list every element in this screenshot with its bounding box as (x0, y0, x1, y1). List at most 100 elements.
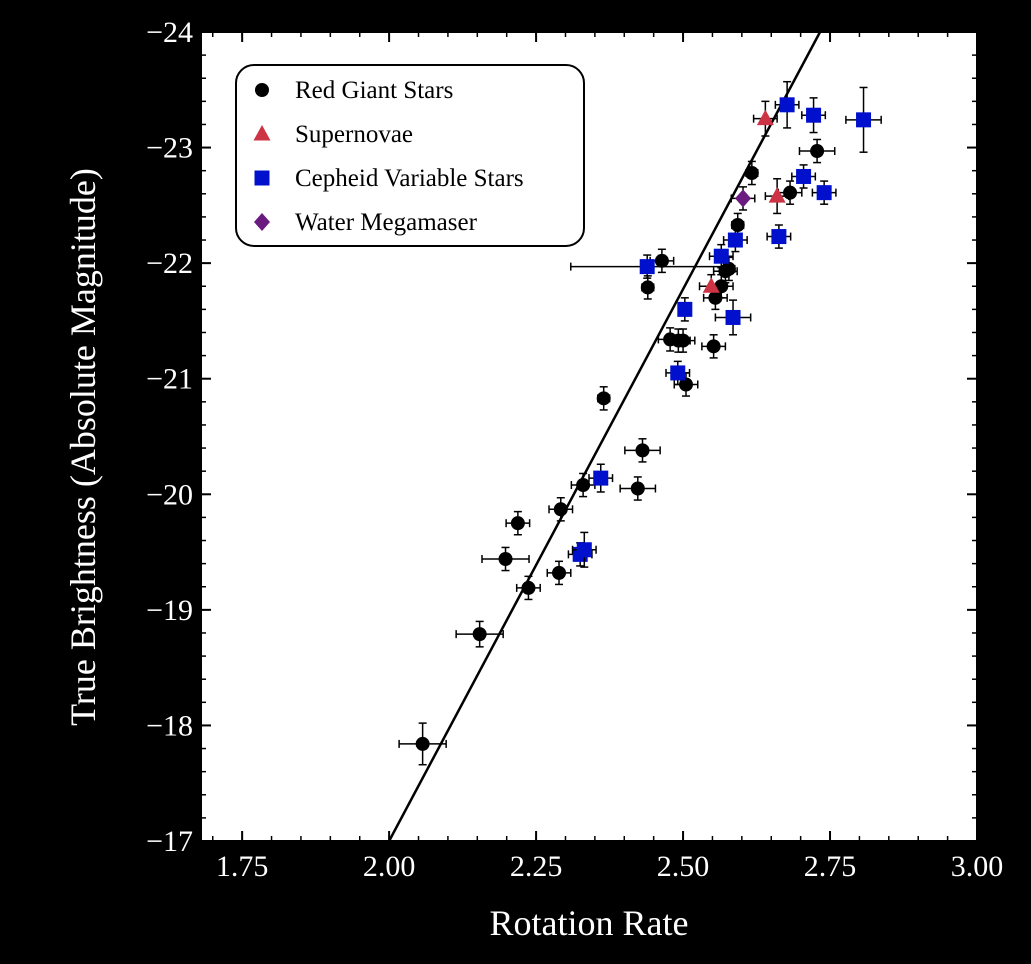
red-giant-stars-point (505, 510, 531, 536)
red-giant-stars-marker (596, 391, 611, 406)
red-giant-stars-marker (810, 144, 825, 159)
cepheid-variable-stars-marker (713, 248, 729, 264)
legend-item-cepheid-variable-stars: Cepheid Variable Stars (254, 165, 524, 192)
legend-label: Supernovae (295, 121, 413, 148)
legend-marker-red-giant-stars (255, 83, 269, 97)
x-tick-labels: 1.75 2.00 2.25 2.50 2.75 3.00 (216, 850, 1003, 883)
cepheid-variable-stars-point (722, 227, 748, 253)
legend-marker-supernovae (253, 125, 271, 141)
red-giant-stars-marker (510, 516, 525, 531)
legend-box (235, 64, 585, 247)
supernovae-point (764, 178, 790, 215)
red-giant-stars-marker (553, 502, 568, 517)
red-giant-stars-point (701, 334, 727, 359)
y-tick-label: −22 (146, 247, 193, 280)
red-giant-stars-marker (721, 261, 736, 276)
y-tick-label: −20 (146, 478, 193, 511)
red-giant-stars-marker (744, 165, 759, 180)
y-tick-label: −18 (146, 709, 193, 742)
red-giant-stars-point (670, 328, 696, 353)
cepheid-variable-stars-point (677, 297, 693, 322)
water-megamaser-marker (735, 189, 752, 208)
y-tick-label: −19 (146, 594, 193, 627)
legend-item-supernovae: Supernovae (253, 121, 413, 148)
red-giant-stars-marker (640, 280, 655, 295)
cepheid-variable-stars-marker (725, 309, 741, 325)
supernovae-marker (702, 277, 720, 293)
cepheid-variable-stars-marker (771, 229, 787, 245)
red-giant-stars-marker (472, 627, 487, 642)
y-tick-label: −23 (146, 132, 193, 165)
legend-marker-cepheid-variable-stars (254, 170, 270, 186)
red-giant-stars-point (481, 546, 530, 572)
cepheid-variable-stars-marker (806, 107, 822, 123)
water-megamaser-point (730, 186, 756, 211)
red-giant-stars-marker (730, 218, 745, 233)
cepheid-variable-stars-point (811, 180, 837, 205)
legend-marker-water-megamaser (254, 213, 270, 231)
cepheid-variable-stars-point (791, 164, 817, 189)
x-tick-label: 2.50 (657, 850, 710, 883)
x-tick-label: 2.75 (804, 850, 857, 883)
red-giant-stars-marker (630, 481, 645, 496)
red-giant-stars-point (619, 476, 657, 501)
red-giant-stars-point (455, 620, 504, 648)
cepheid-variable-stars-point (708, 243, 734, 269)
cepheid-variable-stars-marker (796, 168, 812, 184)
data-points (398, 80, 882, 766)
red-giant-stars-marker (521, 580, 536, 595)
cepheid-variable-stars-marker (727, 232, 743, 248)
red-giant-stars-point (515, 575, 541, 601)
cepheid-variable-stars-marker (670, 365, 686, 381)
cepheid-variable-stars-point (665, 360, 691, 386)
red-giant-stars-marker (706, 339, 721, 354)
red-giant-stars-marker (679, 377, 693, 392)
y-tick-label: −21 (146, 363, 193, 396)
red-giant-stars-point (546, 560, 572, 586)
cepheid-variable-stars-point (774, 80, 800, 129)
supernovae-point (698, 273, 724, 299)
y-tick-label: −24 (146, 16, 193, 49)
cepheid-variable-stars-marker (639, 259, 655, 275)
cepheid-variable-stars-point (571, 531, 597, 568)
cepheid-variable-stars-point (845, 86, 882, 153)
legend-label: Cepheid Variable Stars (295, 165, 524, 192)
legend-item-red-giant-stars: Red Giant Stars (255, 77, 453, 104)
cepheid-variable-stars-point (588, 463, 614, 493)
red-giant-stars-point (398, 722, 447, 766)
red-giant-stars-point (596, 386, 611, 411)
x-tick-label: 2.00 (363, 850, 416, 883)
y-tick-labels: −17 −18 −19 −20 −21 −22 −23 −24 (146, 16, 193, 858)
legend-label: Water Megamaser (295, 209, 478, 236)
red-giant-stars-marker (498, 552, 513, 567)
red-giant-stars-marker (635, 443, 650, 458)
fit-line (388, 31, 822, 842)
cepheid-variable-stars-marker (576, 542, 592, 558)
red-giant-stars-marker (415, 736, 430, 751)
y-tick-label: −17 (146, 825, 193, 858)
x-tick-label: 2.25 (510, 850, 563, 883)
x-tick-label: 1.75 (216, 850, 269, 883)
red-giant-stars-point (798, 138, 836, 164)
red-giant-stars-marker (552, 565, 567, 580)
red-giant-stars-marker (654, 253, 669, 268)
cepheid-variable-stars-marker (779, 97, 795, 113)
cepheid-variable-stars-point (714, 299, 752, 336)
supernovae-marker (768, 187, 786, 203)
x-axis-label: Rotation Rate (490, 903, 689, 943)
red-giant-stars-marker (576, 478, 591, 493)
supernovae-marker (756, 109, 774, 126)
cepheid-variable-stars-marker (856, 112, 872, 128)
red-giant-stars-point (744, 160, 759, 186)
red-giant-stars-marker (676, 333, 691, 348)
cepheid-variable-stars-marker (593, 470, 609, 486)
cepheid-variable-stars-point (570, 254, 725, 279)
cepheid-variable-stars-marker (677, 301, 693, 317)
supernovae-point (752, 100, 778, 137)
legend-item-water-megamaser: Water Megamaser (254, 209, 478, 236)
cepheid-variable-stars-point (766, 224, 792, 249)
axis-ticks (201, 31, 978, 842)
cepheid-variable-stars-point (801, 97, 827, 134)
red-giant-stars-marker (783, 185, 798, 200)
